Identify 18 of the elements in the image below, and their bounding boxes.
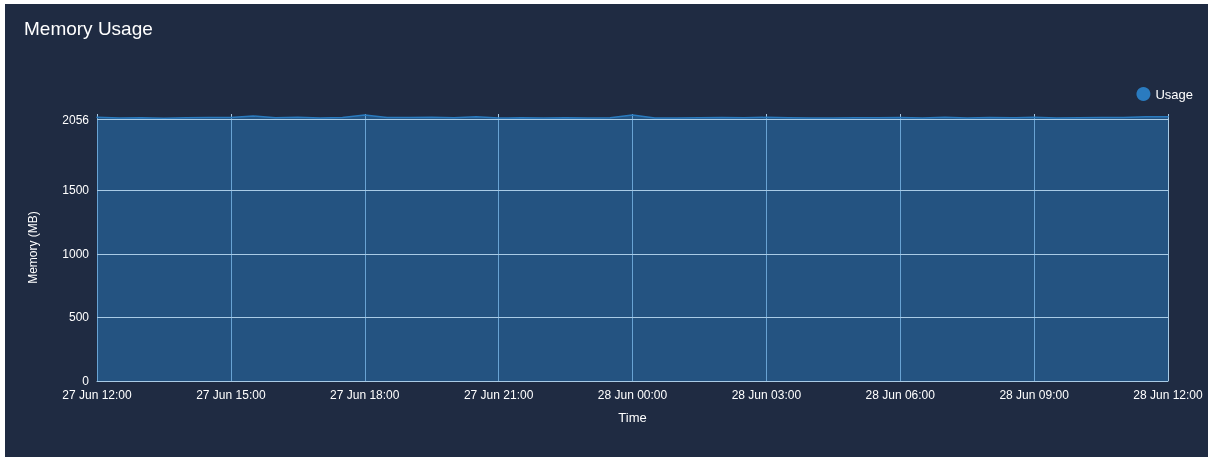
x-axis-title: Time xyxy=(618,410,647,425)
x-tick-label: 28 Jun 03:00 xyxy=(731,388,802,402)
x-tick-label: 27 Jun 18:00 xyxy=(330,388,400,402)
legend-label: Usage xyxy=(1155,86,1193,102)
y-tick-label: 1500 xyxy=(62,183,90,198)
chart-title: Memory Usage xyxy=(24,18,153,39)
x-tick-label: 27 Jun 15:00 xyxy=(196,388,266,402)
x-tick-label: 28 Jun 12:00 xyxy=(1133,388,1204,402)
x-tick-label: 28 Jun 09:00 xyxy=(999,388,1070,402)
y-tick-label: 500 xyxy=(68,310,90,325)
y-tick-label: 1000 xyxy=(62,246,90,261)
x-tick-label: 27 Jun 21:00 xyxy=(463,388,534,402)
x-tick-label: 28 Jun 06:00 xyxy=(865,388,936,402)
x-tick-label: 28 Jun 00:00 xyxy=(597,388,668,402)
x-tick-label: 27 Jun 12:00 xyxy=(62,388,133,402)
y-tick-label: 0 xyxy=(82,374,90,388)
y-axis-title: Memory (MB) xyxy=(26,211,40,284)
y-tick-label: 2056 xyxy=(62,112,90,127)
